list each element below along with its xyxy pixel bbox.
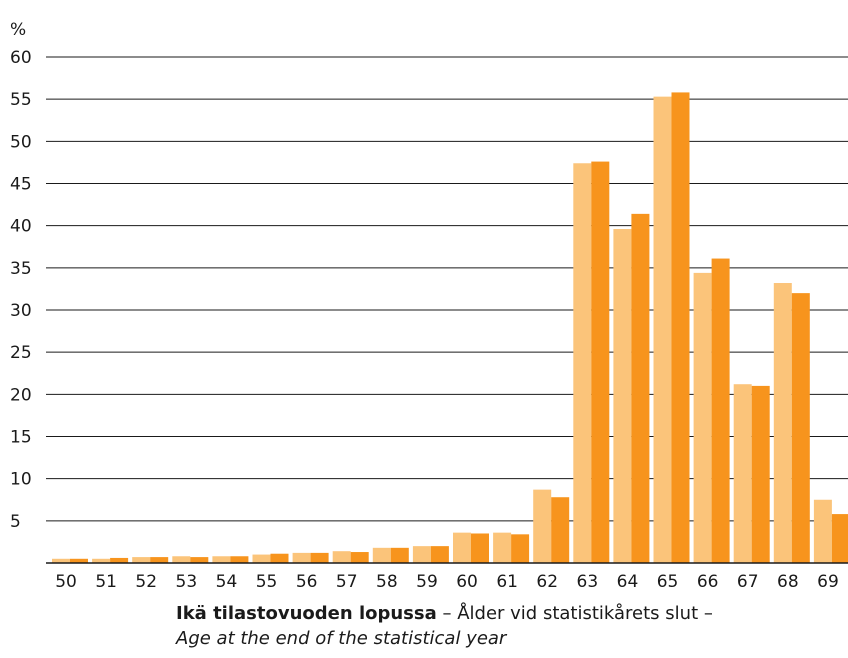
bar-50-series-1 (52, 558, 70, 563)
x-tick-label: 58 (376, 572, 398, 592)
bar-51-series-1 (92, 558, 111, 563)
x-tick-label: 53 (176, 572, 198, 592)
x-tick-label: 59 (416, 572, 438, 592)
bar-66-series-2 (711, 258, 730, 563)
bar-52-series-1 (132, 557, 151, 563)
x-tick-label: 57 (336, 572, 358, 592)
bar-64-series-2 (631, 213, 650, 564)
gridlines (46, 56, 848, 522)
x-tick-label: 68 (777, 572, 799, 592)
bar-61-series-1 (493, 532, 512, 563)
bar-54-series-1 (212, 556, 231, 563)
x-axis-title-english: Age at the end of the statistical year (176, 628, 507, 649)
y-tick-label: 15 (10, 428, 32, 448)
x-tick-label: 55 (256, 572, 278, 592)
bar-68-series-1 (773, 283, 792, 563)
bar-64-series-1 (613, 229, 632, 564)
bar-61-series-2 (511, 534, 530, 563)
x-axis-tick-labels: 50 51 52 53 54 55 56 57 58 59 60 61 62 63 64 65 66 67 68 69 (55, 572, 839, 592)
y-tick-label: 30 (10, 301, 32, 321)
x-tick-label: 65 (657, 572, 679, 592)
x-tick-label: 69 (817, 572, 839, 592)
bar-60-series-1 (453, 532, 471, 563)
bar-67-series-2 (751, 385, 770, 563)
x-tick-label: 51 (95, 572, 117, 592)
bar-62-series-1 (533, 489, 552, 563)
bars (52, 92, 848, 564)
bar-66-series-1 (693, 272, 712, 563)
bar-65-series-2 (671, 92, 690, 564)
bar-55-series-2 (270, 553, 289, 563)
y-tick-label: 20 (10, 385, 32, 405)
bar-65-series-1 (653, 96, 672, 564)
y-tick-label: 35 (10, 259, 32, 279)
bar-55-series-1 (252, 554, 271, 563)
bar-69-series-1 (813, 499, 832, 563)
bar-59-series-1 (412, 546, 431, 563)
bar-58-series-1 (372, 547, 391, 563)
y-tick-label: 5 (10, 512, 21, 532)
y-tick-label: 40 (10, 217, 32, 237)
y-tick-label: 25 (10, 343, 32, 363)
x-tick-label: 66 (697, 572, 719, 592)
x-tick-label: 56 (296, 572, 318, 592)
x-tick-label: 61 (496, 572, 518, 592)
x-axis-title-line1: Ikä tilastovuoden lopussa – Ålder vid st… (176, 601, 713, 626)
y-tick-label: 55 (10, 90, 32, 110)
x-tick-label: 50 (55, 572, 77, 592)
bar-60-series-2 (471, 533, 489, 563)
bar-57-series-2 (350, 552, 369, 563)
bar-53-series-2 (190, 557, 209, 563)
bar-53-series-1 (172, 556, 191, 563)
bar-63-series-2 (591, 161, 610, 563)
x-tick-label: 60 (456, 572, 478, 592)
y-tick-label: 50 (10, 132, 32, 152)
y-tick-label: 10 (10, 470, 32, 490)
x-tick-label: 52 (135, 572, 157, 592)
bar-54-series-2 (230, 556, 249, 563)
bar-68-series-2 (791, 293, 810, 563)
bar-58-series-2 (390, 547, 409, 563)
x-tick-label: 54 (216, 572, 238, 592)
y-tick-label: 45 (10, 175, 32, 195)
x-tick-label: 67 (737, 572, 759, 592)
bar-50-series-2 (70, 558, 88, 563)
bar-67-series-1 (733, 384, 752, 563)
bar-56-series-1 (292, 552, 311, 563)
y-unit-label: % (10, 20, 26, 40)
bar-63-series-1 (573, 163, 592, 563)
x-tick-label: 63 (577, 572, 599, 592)
bar-52-series-2 (150, 557, 169, 563)
x-tick-label: 62 (536, 572, 558, 592)
x-axis-title-finnish: Ikä tilastovuoden lopussa (176, 603, 437, 624)
bar-57-series-1 (332, 551, 351, 563)
bar-59-series-2 (430, 546, 449, 563)
bar-51-series-2 (110, 557, 129, 563)
bar-56-series-2 (310, 552, 329, 563)
bar-69-series-2 (831, 514, 848, 563)
x-axis-title: Ikä tilastovuoden lopussa – Ålder vid st… (176, 601, 713, 651)
y-axis-tick-labels: 5 10 15 20 25 30 35 40 45 50 55 60 (10, 48, 32, 532)
x-axis-title-swedish: – Ålder vid statistikårets slut – (436, 603, 713, 624)
x-tick-label: 64 (617, 572, 639, 592)
bar-62-series-2 (551, 497, 570, 563)
y-tick-label: 60 (10, 48, 32, 68)
